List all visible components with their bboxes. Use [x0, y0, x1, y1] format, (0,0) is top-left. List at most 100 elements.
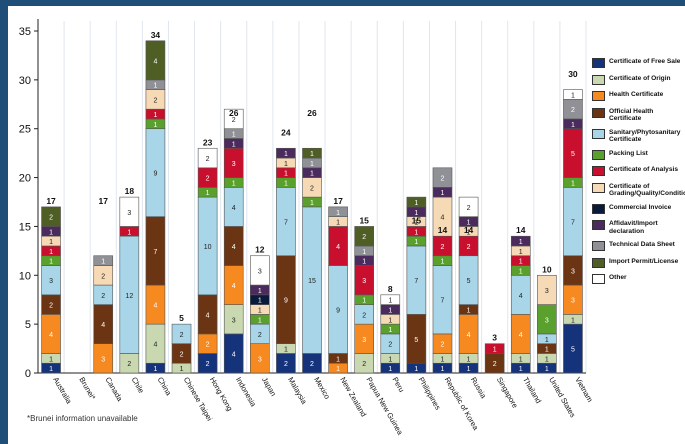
x-category-label: Peru — [391, 376, 407, 394]
segment-value-label: 3 — [49, 278, 53, 285]
segment-value-label: 1 — [49, 366, 53, 373]
x-category-label: United States — [547, 376, 577, 420]
segment-value-label: 4 — [232, 205, 236, 212]
segment-value-label: 3 — [362, 337, 366, 344]
segment-value-label: 2 — [362, 234, 366, 241]
legend-label: Technical Data Sheet — [609, 241, 675, 249]
bar-total-label: 14 — [438, 225, 448, 235]
bar-total-label: 26 — [307, 108, 317, 118]
y-tick-label: 5 — [25, 319, 31, 331]
segment-value-label: 2 — [362, 312, 366, 319]
segment-value-label: 3 — [571, 298, 575, 305]
legend-item: Certificate of Analysis — [592, 166, 685, 183]
segment-value-label: 1 — [153, 366, 157, 373]
segment-value-label: 1 — [49, 239, 53, 246]
segment-value-label: 2 — [258, 332, 262, 339]
bar-total-label: 10 — [542, 264, 552, 274]
x-category-label: Indonesia — [234, 376, 258, 409]
segment-value-label: 1 — [232, 141, 236, 148]
segment-value-label: 7 — [441, 298, 445, 305]
segment-value-label: 1 — [519, 239, 523, 246]
segment-value-label: 2 — [441, 176, 445, 183]
bar-total-label: 12 — [255, 245, 265, 255]
bar-total-label: 15 — [412, 215, 422, 225]
chart-legend: Certificate of Free Sale Certificate of O… — [592, 58, 685, 291]
segment-value-label: 1 — [310, 151, 314, 158]
segment-value-label: 3 — [362, 278, 366, 285]
segment-value-label: 1 — [336, 220, 340, 227]
segment-value-label: 1 — [571, 122, 575, 129]
legend-item: Certificate of Grading/Quality/Condition — [592, 183, 685, 204]
segment-value-label: 1 — [519, 249, 523, 256]
segment-value-label: 4 — [232, 283, 236, 290]
segment-value-label: 1 — [519, 356, 523, 363]
legend-label: Certificate of Grading/Quality/Condition — [609, 183, 685, 198]
legend-item: Import Permit/License — [592, 258, 685, 275]
segment-value-label: 3 — [571, 268, 575, 275]
x-category-label: Australia — [51, 376, 74, 406]
segment-value-label: 2 — [101, 293, 105, 300]
legend-swatch — [592, 58, 605, 68]
segment-value-label: 2 — [49, 215, 53, 222]
segment-value-label: 9 — [284, 298, 288, 305]
x-category-label: Canada — [104, 376, 125, 404]
segment-value-label: 1 — [571, 317, 575, 324]
bar-total-label: 8 — [388, 284, 393, 294]
segment-value-label: 4 — [49, 332, 53, 339]
x-category-label: Vietnam — [573, 376, 594, 404]
segment-value-label: 4 — [206, 312, 210, 319]
bar-total-label: 3 — [492, 333, 497, 343]
bar-total-label: 5 — [179, 313, 184, 323]
legend-swatch — [592, 274, 605, 284]
y-tick-label: 30 — [19, 75, 31, 87]
segment-value-label: 1 — [258, 317, 262, 324]
segment-value-label: 2 — [571, 107, 575, 114]
segment-value-label: 4 — [467, 332, 471, 339]
bar-total-label: 17 — [46, 196, 56, 206]
segment-value-label: 5 — [571, 347, 575, 354]
segment-value-label: 1 — [388, 327, 392, 334]
segment-value-label: 1 — [545, 347, 549, 354]
segment-value-label: 3 — [101, 356, 105, 363]
segment-value-label: 1 — [414, 200, 418, 207]
segment-value-label: 2 — [180, 332, 184, 339]
segment-value-label: 4 — [153, 342, 157, 349]
segment-value-label: 2 — [206, 176, 210, 183]
segment-value-label: 2 — [441, 244, 445, 251]
segment-value-label: 1 — [49, 249, 53, 256]
legend-label: Sanitary/Phytosanitary Certificate — [609, 129, 685, 144]
segment-value-label: 2 — [101, 273, 105, 280]
bar-total-label: 17 — [99, 196, 109, 206]
segment-value-label: 1 — [493, 347, 497, 354]
segment-value-label: 1 — [545, 366, 549, 373]
segment-value-label: 1 — [206, 190, 210, 197]
segment-value-label: 1 — [310, 200, 314, 207]
segment-value-label: 1 — [284, 347, 288, 354]
x-category-label: Mexico — [312, 376, 332, 401]
legend-label: Health Certificate — [609, 91, 663, 99]
x-category-label: China — [156, 376, 174, 398]
x-category-label: Japan — [260, 376, 278, 398]
segment-value-label: 2 — [49, 303, 53, 310]
segment-value-label: 9 — [336, 307, 340, 314]
segment-value-label: 1 — [232, 180, 236, 187]
segment-value-label: 2 — [206, 361, 210, 368]
legend-item: Certificate of Free Sale — [592, 58, 685, 75]
segment-value-label: 1 — [336, 366, 340, 373]
segment-value-label: 2 — [493, 361, 497, 368]
segment-value-label: 2 — [284, 361, 288, 368]
segment-value-label: 1 — [414, 229, 418, 236]
segment-value-label: 3 — [258, 356, 262, 363]
y-tick-label: 10 — [19, 270, 31, 282]
legend-item: Certificate of Origin — [592, 75, 685, 92]
bar-total-label: 24 — [281, 127, 291, 137]
segment-value-label: 1 — [362, 298, 366, 305]
segment-value-label: 1 — [153, 122, 157, 129]
legend-item: Packing List — [592, 150, 685, 167]
segment-value-label: 1 — [441, 356, 445, 363]
segment-value-label: 3 — [545, 288, 549, 295]
legend-swatch — [592, 108, 605, 118]
segment-value-label: 1 — [362, 259, 366, 266]
segment-value-label: 1 — [310, 161, 314, 168]
